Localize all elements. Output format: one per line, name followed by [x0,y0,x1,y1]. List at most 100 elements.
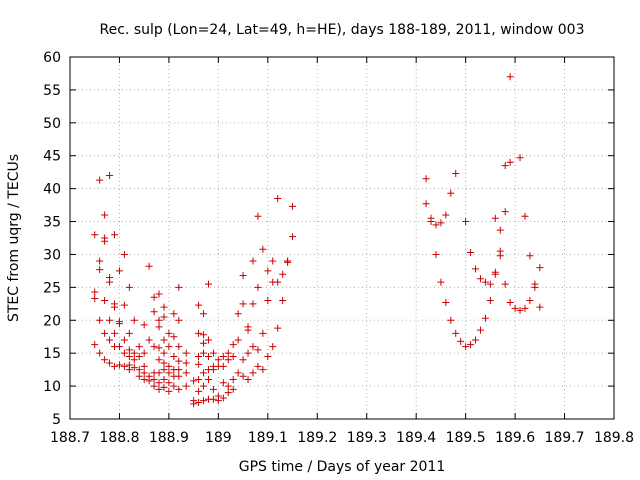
data-point [229,385,237,393]
data-point [224,389,232,397]
data-point [200,349,208,357]
data-point [254,283,262,291]
data-point [170,310,178,318]
data-point [526,297,534,305]
data-point [209,366,217,374]
data-point [249,369,257,377]
data-point [96,349,104,357]
data-point [190,400,198,408]
data-point [115,267,123,275]
data-point [160,383,168,391]
data-point [432,221,440,229]
data-point [229,341,237,349]
data-point [536,264,544,272]
data-point [170,382,178,390]
data-point [491,270,499,278]
data-point [209,395,217,403]
data-point [150,308,158,316]
data-point [175,343,183,351]
data-point [239,372,247,380]
data-point [160,313,168,321]
data-point [111,329,119,337]
data-point [140,362,148,370]
data-point [521,212,529,220]
data-point [204,280,212,288]
data-point [229,376,237,384]
data-point [284,258,292,266]
y-tick-label: 50 [43,116,61,132]
data-point [155,356,163,364]
data-point [496,252,504,260]
data-point [209,349,217,357]
data-point [195,360,203,368]
data-point [486,297,494,305]
data-point [452,169,460,177]
data-point [175,283,183,291]
y-tick-label: 20 [43,313,61,329]
data-point [501,280,509,288]
data-point [209,385,217,393]
data-point [200,339,208,347]
data-point [472,265,480,273]
data-point [91,341,99,349]
data-point [264,352,272,360]
data-point [234,369,242,377]
data-point [195,301,203,309]
data-point [204,376,212,384]
data-point [101,356,109,364]
data-point [135,343,143,351]
x-tick-labels: 188.7 188.8 188.9 189 189.1 189.2 189.3 189.4 18… [50,430,634,446]
y-tick-label: 30 [43,247,61,263]
data-point [437,278,445,286]
data-point [135,372,143,380]
chart-title: Rec. sulp (Lon=24, Lat=49, h=HE), days 1… [100,22,585,38]
data-point [155,344,163,352]
data-point [195,376,203,384]
data-point [239,272,247,280]
data-point [219,352,227,360]
data-point [150,382,158,390]
data-point [200,397,208,405]
data-point [447,189,455,197]
data-point [182,369,190,377]
data-point [150,293,158,301]
data-point [511,304,519,312]
x-tick-label: 189.6 [495,430,535,446]
data-point [467,341,475,349]
data-point [219,394,227,402]
x-tick-label: 188.8 [99,430,139,446]
data-point [427,218,435,226]
data-point [254,362,262,370]
data-point [125,352,133,360]
data-point [234,336,242,344]
data-point [190,377,198,385]
data-point [264,267,272,275]
data-point [457,337,465,345]
data-point [120,349,128,357]
data-point [106,316,114,324]
data-point [160,366,168,374]
data-point [442,211,450,219]
data-point [145,262,153,270]
data-point [224,349,232,357]
data-point [175,385,183,393]
y-tick-label: 40 [43,182,61,198]
data-point [135,352,143,360]
y-tick-label: 15 [43,346,61,362]
gridlines [70,57,614,419]
data-point [182,382,190,390]
y-tick-label: 25 [43,280,61,296]
data-point [462,218,470,226]
y-axis-label: STEC from uqrg / TECUs [6,154,22,322]
y-tick-label: 55 [43,83,61,99]
data-point [160,359,168,367]
data-point [106,359,114,367]
data-point [120,250,128,258]
data-point [150,343,158,351]
data-point [135,366,143,374]
data-point [101,237,109,245]
data-point [175,366,183,374]
data-point [437,219,445,227]
data-point [170,352,178,360]
data-point [195,387,203,395]
